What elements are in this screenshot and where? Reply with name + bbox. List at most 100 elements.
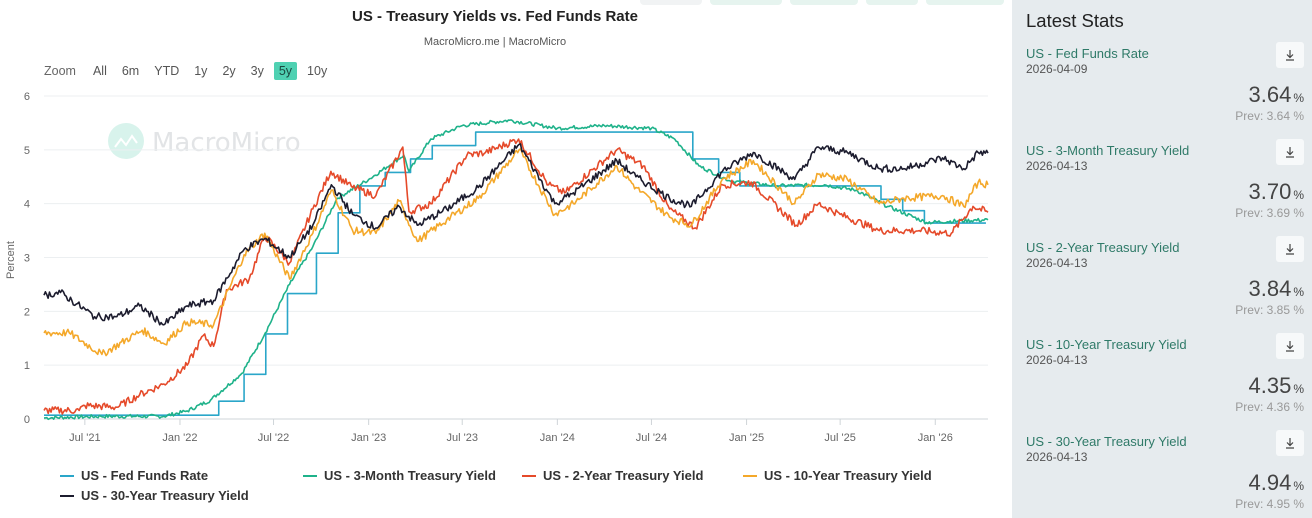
latest-stats-panel: Latest Stats US - Fed Funds Rate 2026-04-…	[1012, 0, 1312, 518]
top-tab[interactable]	[710, 0, 782, 5]
stat-value: 3.70%	[1249, 179, 1305, 205]
stat-name[interactable]: US - Fed Funds Rate	[1026, 46, 1149, 61]
top-tabs	[640, 0, 1004, 5]
range-button-5y[interactable]: 5y	[273, 62, 298, 80]
legend-label: US - 3-Month Treasury Yield	[324, 468, 496, 483]
stat-name[interactable]: US - 10-Year Treasury Yield	[1026, 337, 1187, 352]
x-tick-label: Jan '22	[162, 432, 197, 444]
stat-value-number: 3.84	[1248, 276, 1292, 301]
legend-item[interactable]: US - 10-Year Treasury Yield	[743, 468, 932, 483]
range-button-1y[interactable]: 1y	[194, 64, 208, 78]
y-tick-label: 4	[24, 199, 30, 211]
x-axis: Jul '21 Jan '22 Jul '22 Jan '23 Jul '23 Jan '…	[69, 419, 953, 444]
download-button[interactable]	[1276, 333, 1304, 359]
stat-name[interactable]: US - 30-Year Treasury Yield	[1026, 434, 1187, 449]
stat-value-number: 4.35	[1248, 373, 1292, 398]
range-button-ytd[interactable]: YTD	[154, 64, 180, 78]
x-tick-label: Jul '24	[636, 432, 667, 444]
stat-item: US - 2-Year Treasury Yield 2026-04-13 3.84…	[1026, 236, 1304, 333]
macromicro-logo-icon	[108, 123, 144, 159]
y-tick-label: 5	[24, 145, 30, 157]
chart-title: US - Treasury Yields vs. Fed Funds Rate	[0, 8, 990, 25]
chart-title-text: US - Treasury Yields vs. Fed Funds Rate	[352, 8, 638, 25]
stat-date: 2026-04-13	[1026, 256, 1088, 270]
stat-item: US - 30-Year Treasury Yield 2026-04-13 4.9…	[1026, 430, 1304, 518]
legend-item[interactable]: US - Fed Funds Rate	[60, 468, 208, 483]
y-tick-label: 3	[24, 253, 30, 265]
stat-prev: Prev: 4.95 %	[1235, 497, 1304, 511]
legend-item[interactable]: US - 30-Year Treasury Yield	[60, 488, 249, 503]
stat-prev: Prev: 3.69 %	[1235, 206, 1304, 220]
download-button[interactable]	[1276, 236, 1304, 262]
stat-value-unit: %	[1293, 91, 1304, 105]
watermark: MacroMicro	[108, 123, 301, 159]
grid	[44, 95, 988, 420]
legend-label: US - 30-Year Treasury Yield	[81, 488, 249, 503]
y-axis-label: Percent	[5, 241, 17, 279]
y-tick-label: 6	[24, 91, 30, 103]
x-tick-label: Jul '25	[824, 432, 855, 444]
x-tick-label: Jan '23	[351, 432, 386, 444]
line-chart: MacroMicro 0 1 2 3 4 5 6 Percent Jul '21 Jan '2…	[5, 91, 989, 444]
legend-swatch	[303, 474, 317, 477]
top-tab[interactable]	[926, 0, 1004, 5]
legend-swatch	[522, 474, 536, 477]
x-tick-label: Jan '25	[729, 432, 764, 444]
range-selector: Zoom All 6m YTD 1y 2y 3y 5y 10y	[44, 62, 337, 80]
series-line-0[interactable]	[44, 131, 986, 417]
stat-name[interactable]: US - 2-Year Treasury Yield	[1026, 240, 1180, 255]
stat-item: US - 3-Month Treasury Yield 2026-04-13 3.7…	[1026, 139, 1304, 236]
y-tick-label: 1	[24, 360, 30, 372]
download-button[interactable]	[1276, 42, 1304, 68]
range-button-6m[interactable]: 6m	[121, 64, 140, 78]
stat-date: 2026-04-13	[1026, 353, 1088, 367]
range-button-all[interactable]: All	[92, 64, 107, 78]
legend-item[interactable]: US - 3-Month Treasury Yield	[303, 468, 496, 483]
download-button[interactable]	[1276, 139, 1304, 165]
x-tick-label: Jul '22	[258, 432, 289, 444]
series-line-3[interactable]	[43, 148, 989, 357]
y-tick-label: 0	[24, 414, 30, 426]
stat-value: 4.35%	[1249, 373, 1305, 399]
series-line-1[interactable]	[44, 119, 989, 421]
stat-name[interactable]: US - 3-Month Treasury Yield	[1026, 143, 1190, 158]
legend-swatch	[60, 494, 74, 497]
legend-label: US - Fed Funds Rate	[81, 468, 209, 483]
x-tick-label: Jan '24	[540, 432, 575, 444]
stat-value-number: 4.94	[1248, 470, 1292, 495]
range-button-3y[interactable]: 3y	[250, 64, 264, 78]
stat-date: 2026-04-13	[1026, 159, 1088, 173]
legend-label: US - 10-Year Treasury Yield	[764, 468, 932, 483]
range-button-10y[interactable]: 10y	[307, 64, 328, 78]
stat-date: 2026-04-13	[1026, 450, 1088, 464]
x-tick-label: Jul '23	[447, 432, 478, 444]
legend-label: US - 2-Year Treasury Yield	[543, 468, 704, 483]
stat-item: US - 10-Year Treasury Yield 2026-04-13 4.3…	[1026, 333, 1304, 430]
top-tab[interactable]	[790, 0, 858, 5]
stat-value-number: 3.64	[1248, 82, 1292, 107]
legend-swatch	[743, 474, 757, 477]
x-tick-label: Jan '26	[918, 432, 953, 444]
stat-value: 3.64%	[1249, 82, 1305, 108]
top-tab[interactable]	[866, 0, 918, 5]
y-axis: 0 1 2 3 4 5 6	[24, 91, 30, 426]
y-tick-label: 2	[24, 306, 30, 318]
series-line-4[interactable]	[43, 143, 989, 326]
download-icon	[1286, 50, 1294, 61]
chart-subtitle: MacroMicro.me | MacroMicro	[423, 36, 567, 48]
series-line-2[interactable]	[43, 138, 989, 415]
chart-panel: US - Treasury Yields vs. Fed Funds Rate …	[0, 0, 1004, 503]
stats-list: US - Fed Funds Rate 2026-04-09 3.64% Prev: …	[1026, 42, 1304, 518]
top-tab[interactable]	[640, 0, 702, 5]
download-icon	[1286, 341, 1294, 352]
stat-date: 2026-04-09	[1026, 62, 1088, 76]
stat-value: 3.84%	[1249, 276, 1305, 302]
legend-swatch	[60, 474, 74, 477]
watermark-text: MacroMicro	[152, 128, 301, 158]
x-tick-label: Jul '21	[69, 432, 100, 444]
legend-item[interactable]: US - 2-Year Treasury Yield	[522, 468, 703, 483]
range-button-2y[interactable]: 2y	[222, 64, 236, 78]
download-icon	[1286, 244, 1294, 255]
stat-prev: Prev: 3.64 %	[1235, 109, 1304, 123]
download-button[interactable]	[1276, 430, 1304, 456]
